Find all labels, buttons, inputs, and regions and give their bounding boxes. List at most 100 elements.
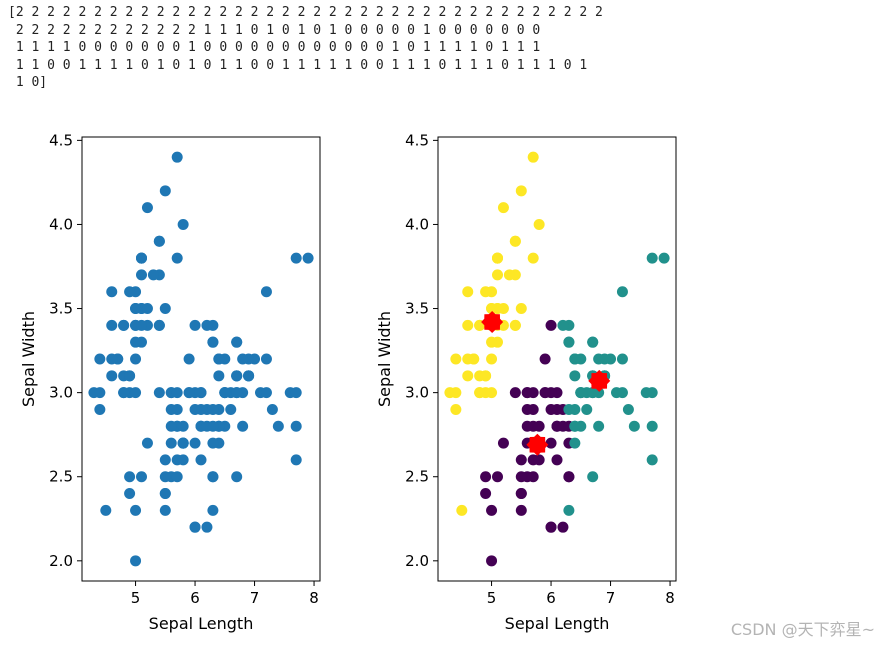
right-point-cluster-0 [527, 471, 539, 483]
left-point [153, 387, 165, 399]
right-point-cluster-2 [486, 387, 498, 399]
right-point-cluster-0 [515, 504, 527, 516]
left-point [136, 269, 147, 281]
left-point [225, 403, 237, 415]
left-point [266, 403, 278, 415]
left-point [141, 437, 153, 449]
left-point [302, 252, 314, 264]
left-point [243, 370, 255, 382]
scatter-plot-clustered: 5 6 7 8 2.0 2.5 3.0 3.5 4.0 4.5 Sepal Length Sepal … [375, 131, 677, 633]
right-point-cluster-0 [515, 454, 527, 466]
right-point-cluster-1 [581, 403, 593, 415]
left-point [260, 353, 272, 365]
left-point [130, 353, 142, 365]
left-point [165, 420, 177, 432]
right-point-cluster-2 [462, 319, 474, 331]
left-y-tick-label: 4.5 [49, 131, 73, 149]
left-point [177, 454, 189, 466]
left-point [153, 235, 165, 247]
right-point-cluster-2 [462, 353, 474, 365]
right-point-cluster-0 [480, 488, 492, 500]
right-point-cluster-1 [563, 504, 575, 516]
right-point-cluster-1 [658, 252, 670, 264]
left-point [207, 437, 219, 449]
right-y-tick-label: 3.5 [405, 300, 429, 318]
left-point [201, 319, 213, 331]
right-point-cluster-1 [616, 353, 628, 365]
left-point [130, 336, 142, 348]
right-point-cluster-2 [503, 269, 515, 281]
watermark: CSDN @天下弈星~ [730, 620, 875, 639]
left-point [231, 471, 243, 483]
right-point-cluster-0 [533, 454, 545, 466]
left-point [94, 387, 106, 399]
right-point-cluster-2 [509, 319, 521, 331]
left-point [130, 504, 142, 516]
left-point [118, 319, 130, 331]
left-point [290, 454, 302, 466]
left-point [237, 420, 249, 432]
right-point-cluster-1 [587, 387, 599, 399]
left-point [207, 504, 219, 516]
right-point-cluster-2 [462, 370, 474, 382]
left-point [130, 387, 142, 399]
right-point-cluster-1 [616, 286, 628, 298]
left-point [159, 185, 171, 197]
left-point [207, 403, 219, 415]
right-point-cluster-2 [515, 185, 527, 197]
right-point-cluster-1 [563, 403, 575, 415]
right-point-cluster-2 [527, 151, 539, 163]
right-point-cluster-0 [480, 471, 492, 483]
left-point [177, 437, 189, 449]
left-y-tick-label: 4.0 [49, 215, 73, 233]
right-point-cluster-2 [486, 353, 498, 365]
left-point [177, 218, 189, 230]
left-point [106, 353, 118, 365]
left-point [171, 471, 183, 483]
right-centroid [481, 311, 504, 333]
right-y-axis-label: Sepal Width [375, 311, 394, 407]
right-point-cluster-0 [539, 353, 551, 365]
right-point-cluster-0 [563, 471, 575, 483]
left-x-tick-label: 8 [309, 589, 319, 607]
left-point [130, 303, 142, 315]
right-point-cluster-1 [646, 252, 658, 264]
right-y-tick-label: 3.0 [405, 384, 429, 402]
right-point-cluster-2 [474, 387, 486, 399]
left-point [207, 336, 219, 348]
right-point-cluster-0 [527, 387, 539, 399]
left-point [219, 387, 231, 399]
right-point-cluster-0 [545, 403, 557, 415]
right-point-cluster-1 [628, 420, 640, 432]
right-x-tick-label: 5 [487, 589, 497, 607]
right-point-cluster-1 [569, 370, 581, 382]
right-point-cluster-0 [486, 555, 498, 567]
left-y-tick-label: 2.5 [49, 468, 73, 486]
left-point [189, 521, 201, 533]
left-point [124, 286, 136, 298]
left-point [260, 387, 272, 399]
left-point [94, 403, 106, 415]
right-point-cluster-0 [539, 387, 551, 399]
right-point-cluster-2 [480, 286, 492, 298]
right-point-cluster-0 [509, 387, 521, 399]
right-point-cluster-2 [497, 202, 509, 214]
right-point-cluster-2 [456, 504, 468, 516]
right-y-tick-label: 2.0 [405, 552, 429, 570]
left-point [189, 403, 201, 415]
left-point [106, 319, 118, 331]
left-point [159, 488, 171, 500]
right-point-cluster-2 [509, 235, 521, 247]
left-point [177, 420, 189, 432]
left-y-axis-label: Sepal Width [19, 311, 38, 407]
right-point-cluster-1 [569, 353, 581, 365]
right-point-cluster-2 [450, 387, 462, 399]
right-point-cluster-0 [521, 420, 533, 432]
right-point-cluster-2 [497, 303, 509, 315]
left-point [189, 319, 201, 331]
right-point-cluster-0 [545, 437, 557, 449]
right-y-tick-label: 4.0 [405, 215, 429, 233]
right-point-cluster-0 [545, 319, 557, 331]
right-point-cluster-2 [450, 353, 462, 365]
right-axes-frame [437, 136, 677, 582]
